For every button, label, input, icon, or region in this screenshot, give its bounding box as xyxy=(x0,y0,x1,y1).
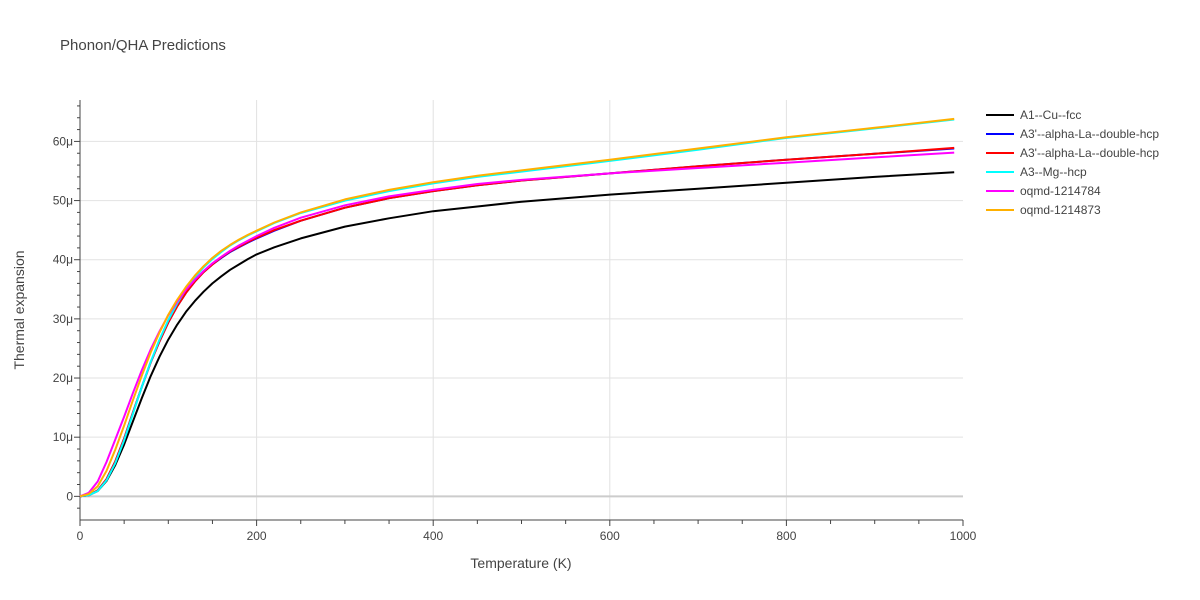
series-line-5 xyxy=(79,151,955,498)
y-tick-label: 50μ xyxy=(53,194,73,208)
x-tick-label: 200 xyxy=(247,529,267,543)
series-group xyxy=(79,117,955,498)
legend-item[interactable]: A1--Cu--fcc xyxy=(986,108,1081,122)
series-line-1 xyxy=(79,171,955,498)
x-tick-label: 0 xyxy=(77,529,84,543)
legend-item[interactable]: oqmd-1214873 xyxy=(986,203,1101,217)
x-axis-ticks: 0 200 400 600 800 1000 xyxy=(77,529,977,543)
y-axis-ticks: 0 10μ 20μ 30μ 40μ 50μ 60μ xyxy=(53,134,74,503)
x-tick-label: 800 xyxy=(776,529,796,543)
y-tick-label: 30μ xyxy=(53,312,73,326)
chart-title: Phonon/QHA Predictions xyxy=(60,37,226,54)
y-tick-label: 60μ xyxy=(53,134,73,148)
legend-label: A3'--alpha-La--double-hcp xyxy=(1020,127,1159,141)
legend-item[interactable]: oqmd-1214784 xyxy=(986,184,1101,198)
legend-label: A3--Mg--hcp xyxy=(1020,165,1087,179)
x-axis-title: Temperature (K) xyxy=(470,555,571,571)
grid xyxy=(80,100,963,520)
legend-label: oqmd-1214784 xyxy=(1020,184,1101,198)
x-tick-label: 600 xyxy=(600,529,620,543)
legend-item[interactable]: A3'--alpha-La--double-hcp xyxy=(986,146,1159,160)
legend-label: oqmd-1214873 xyxy=(1020,203,1101,217)
x-tick-label: 400 xyxy=(423,529,443,543)
legend: A1--Cu--fcc A3'--alpha-La--double-hcp A3'-… xyxy=(986,108,1159,217)
axes xyxy=(74,100,964,526)
x-tick-label: 1000 xyxy=(950,529,977,543)
legend-label: A3'--alpha-La--double-hcp xyxy=(1020,146,1159,160)
y-tick-label: 0 xyxy=(66,489,73,503)
legend-item[interactable]: A3'--alpha-La--double-hcp xyxy=(986,127,1159,141)
y-axis-title: Thermal expansion xyxy=(11,250,27,369)
y-tick-label: 40μ xyxy=(53,253,73,267)
y-tick-label: 10μ xyxy=(53,430,73,444)
y-tick-label: 20μ xyxy=(53,371,73,385)
legend-label: A1--Cu--fcc xyxy=(1020,108,1081,122)
legend-item[interactable]: A3--Mg--hcp xyxy=(986,165,1087,179)
series-line-6 xyxy=(79,117,955,498)
